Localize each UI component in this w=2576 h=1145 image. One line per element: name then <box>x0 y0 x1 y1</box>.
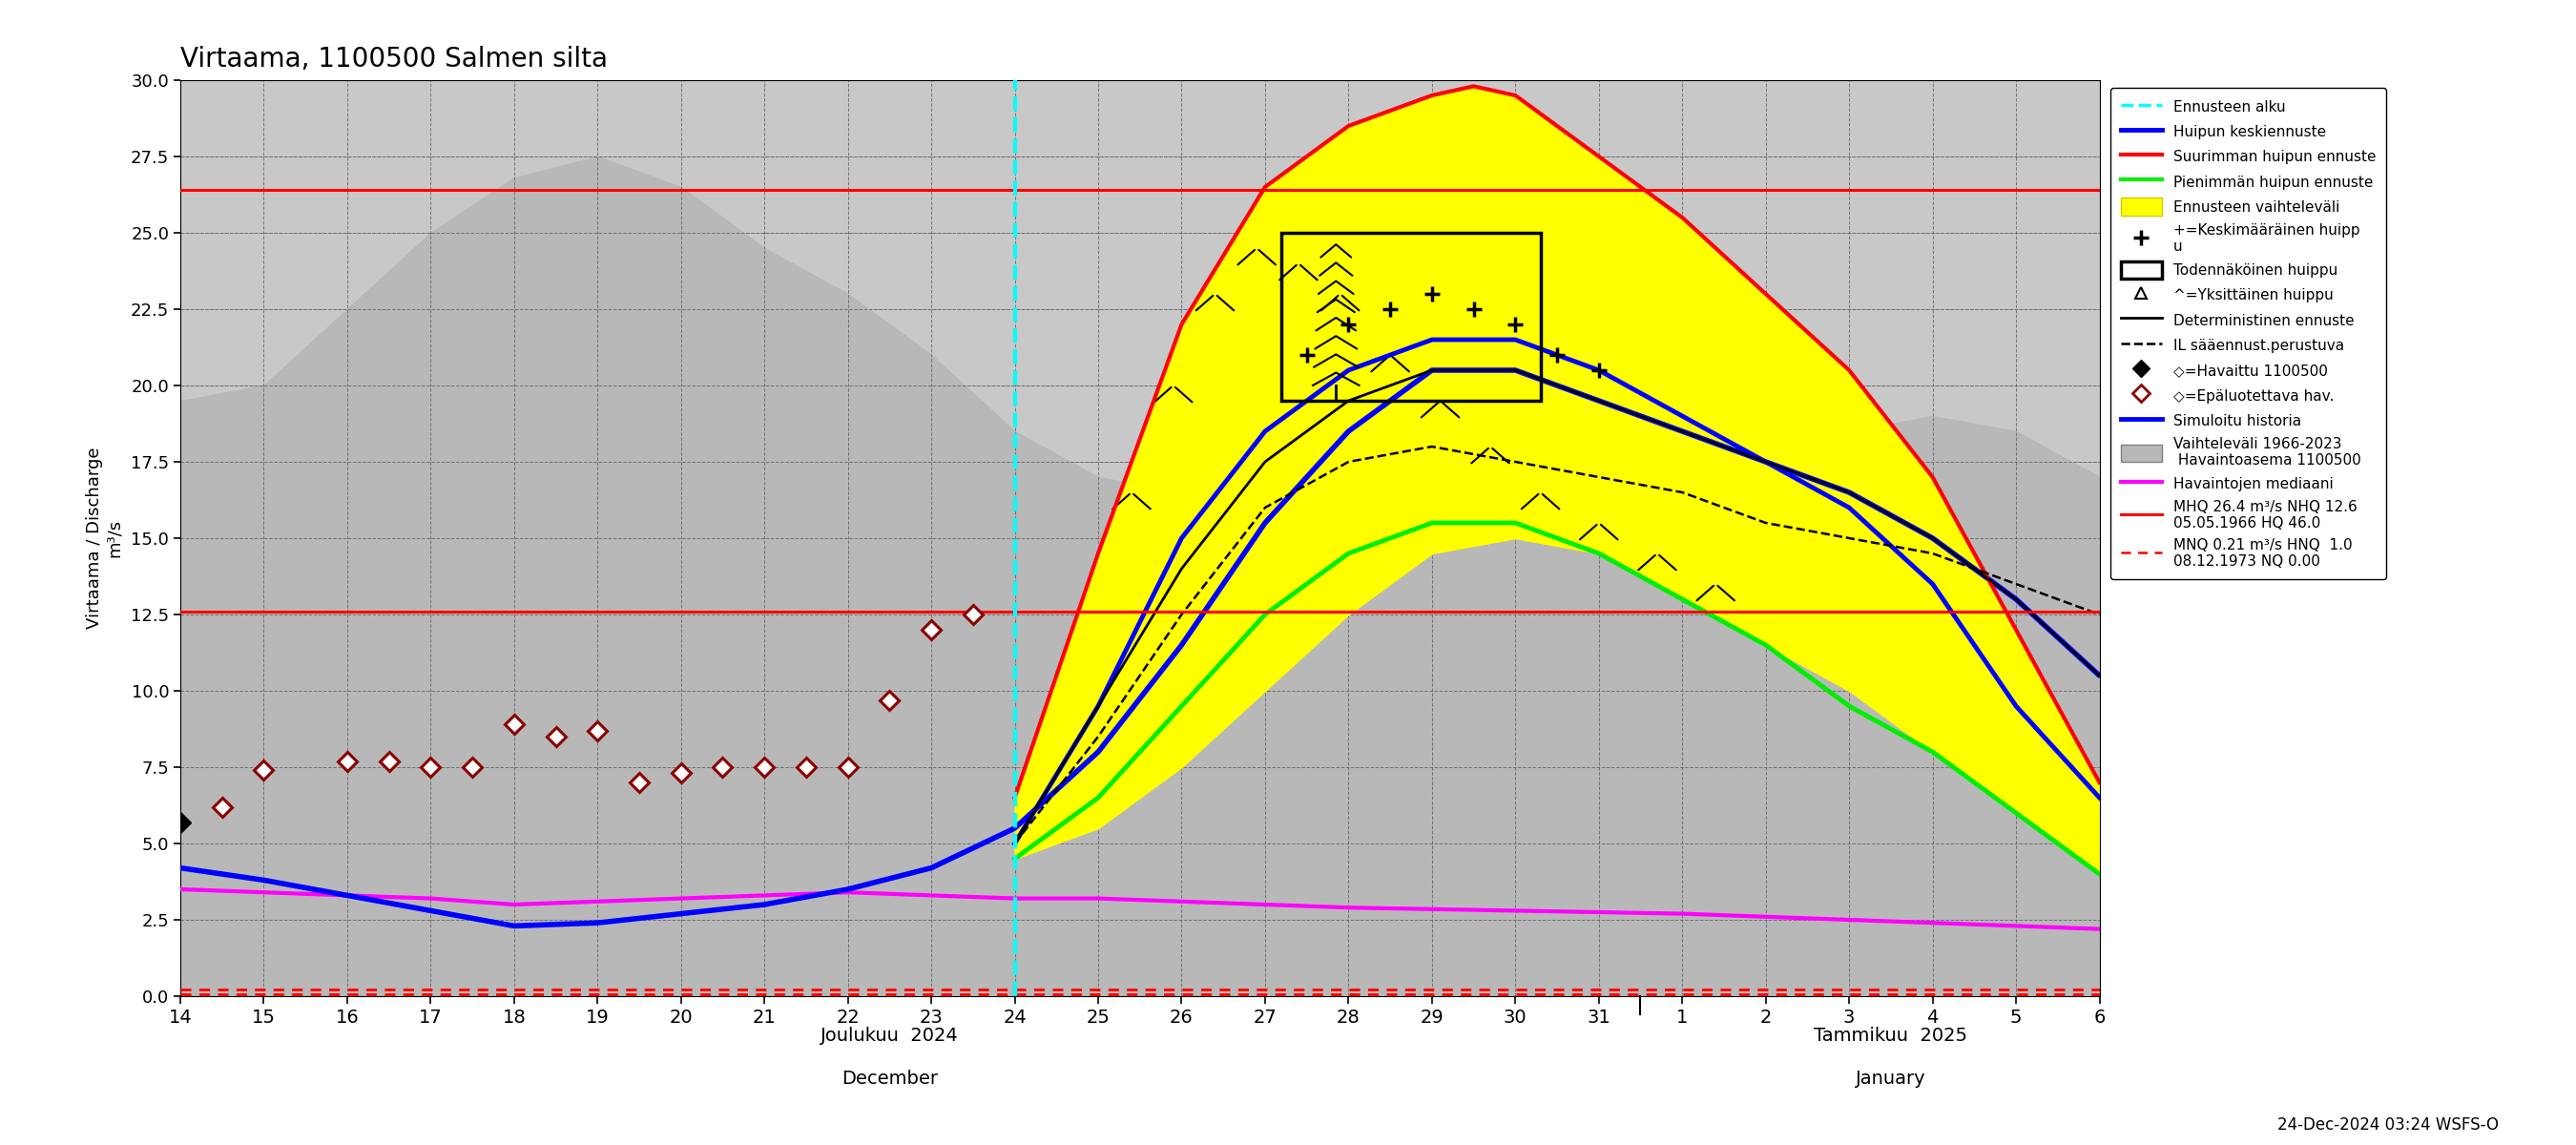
Y-axis label: Virtaama / Discharge
m³/s: Virtaama / Discharge m³/s <box>85 448 124 629</box>
Legend: Ennusteen alku, Huipun keskiennuste, Suurimman huipun ennuste, Pienimmän huipun : Ennusteen alku, Huipun keskiennuste, Suu… <box>2110 87 2385 579</box>
Text: Tammikuu  2025: Tammikuu 2025 <box>1814 1027 1968 1044</box>
Text: January: January <box>1855 1069 1927 1088</box>
Bar <box>1283 232 1540 401</box>
Text: 24-Dec-2024 03:24 WSFS-O: 24-Dec-2024 03:24 WSFS-O <box>2277 1116 2499 1134</box>
Text: Virtaama, 1100500 Salmen silta: Virtaama, 1100500 Salmen silta <box>180 46 608 72</box>
Text: December: December <box>842 1069 938 1088</box>
Text: Joulukuu  2024: Joulukuu 2024 <box>822 1027 958 1044</box>
